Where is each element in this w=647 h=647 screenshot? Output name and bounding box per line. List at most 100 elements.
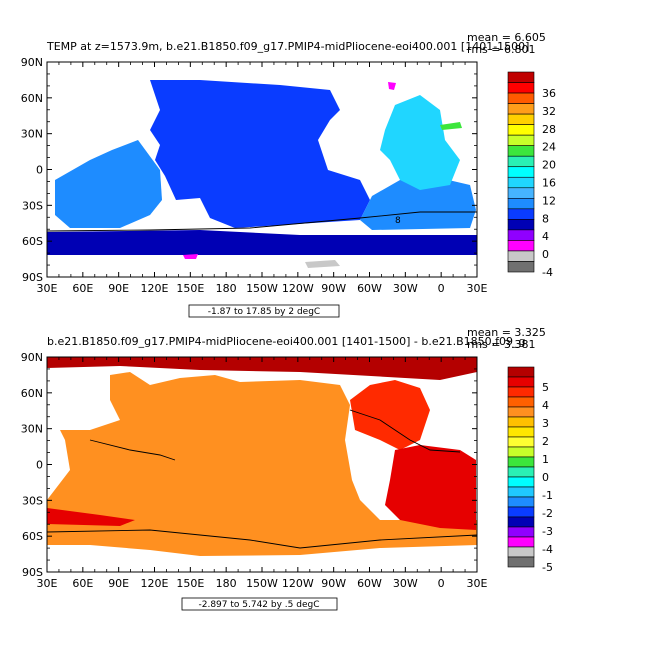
colorbar-label: 36 [542, 87, 556, 100]
y-tick-label: 30N [21, 128, 43, 141]
y-tick-label: 30S [22, 199, 43, 212]
colorbar-label: 3 [542, 417, 549, 430]
panel-1-region-ross-patch [183, 254, 198, 259]
colorbar-box [507, 376, 535, 388]
x-tick-label: 30E [467, 282, 488, 295]
x-tick-label: 30E [37, 577, 58, 590]
x-tick-label: 150W [246, 577, 278, 590]
panel-2-ticks [46, 356, 478, 573]
panel-2-region-west-streak [47, 508, 135, 526]
colorbar-box [507, 556, 535, 568]
x-tick-label: 30W [393, 577, 418, 590]
y-tick-label: 60S [22, 235, 43, 248]
colorbar-box [507, 476, 535, 488]
x-tick-label: 120E [141, 282, 169, 295]
colorbar-box [507, 416, 535, 428]
colorbar-box [507, 229, 535, 241]
colorbar-label: 5 [542, 381, 549, 394]
colorbar-label: 16 [542, 177, 556, 190]
colorbar-box [507, 240, 535, 252]
colorbar-box [507, 187, 535, 199]
x-tick-label: 30E [37, 282, 58, 295]
panel-1-colorbar: 36 32 28 24 20 16 12 8 4 0 -4 [507, 71, 556, 279]
x-tick-label: 150E [176, 282, 204, 295]
x-tick-label: 30E [467, 577, 488, 590]
y-tick-label: 60S [22, 530, 43, 543]
colorbar-label: -3 [542, 525, 553, 538]
colorbar-box [507, 406, 535, 418]
colorbar-box [507, 396, 535, 408]
x-tick-label: 30W [393, 282, 418, 295]
panel-1-x-axis: 30E 60E 90E 120E 150E 180 150W 120W 90W 60W 30W 0 30… [37, 282, 488, 295]
panel-1-contour [46, 211, 477, 232]
colorbar-label: 0 [542, 471, 549, 484]
y-tick-label: 90N [21, 56, 43, 69]
panel-2-contour-box [181, 597, 338, 611]
panel-2-region-south-atlantic [385, 445, 476, 530]
colorbar-box [507, 486, 535, 498]
colorbar-label: -5 [542, 561, 553, 574]
panel-2: b.e21.B1850.f09_g17.PMIP4-midPliocene-eo… [21, 326, 553, 611]
colorbar-label: 28 [542, 123, 556, 136]
x-tick-label: 90E [108, 577, 129, 590]
colorbar-box [507, 426, 535, 438]
colorbar-box [507, 198, 535, 210]
colorbar-box [507, 386, 535, 398]
panel-2-region-main-ocean [47, 372, 477, 556]
colorbar-box [507, 82, 535, 94]
colorbar-box [507, 124, 535, 136]
colorbar-box [507, 166, 535, 178]
colorbar-label: 12 [542, 194, 556, 207]
colorbar-label: 32 [542, 105, 556, 118]
y-tick-label: 30N [21, 423, 43, 436]
colorbar-box [507, 134, 535, 146]
colorbar-box [507, 446, 535, 458]
panel-1-region-antarctic-margin [305, 260, 340, 268]
colorbar-box [507, 113, 535, 125]
x-tick-label: 90W [321, 282, 346, 295]
colorbar-label: 24 [542, 141, 556, 154]
panel-1-region-indian [55, 140, 162, 228]
colorbar-box [507, 506, 535, 518]
y-tick-label: 60N [21, 387, 43, 400]
panel-1-title: TEMP at z=1573.9m, b.e21.B1850.f09_g17.P… [46, 40, 529, 53]
x-tick-label: 180 [216, 577, 237, 590]
panel-1: TEMP at z=1573.9m, b.e21.B1850.f09_g17.P… [21, 31, 556, 318]
panel-1-contour-box [188, 304, 340, 318]
x-tick-label: 120E [141, 577, 169, 590]
panel-2-map [46, 356, 478, 573]
colorbar-label: 8 [542, 212, 549, 225]
panel-1-ticks [46, 61, 478, 278]
colorbar-box [507, 436, 535, 448]
panel-1-region-pacific [150, 80, 370, 228]
colorbar-box [507, 71, 535, 83]
y-tick-label: 0 [36, 164, 43, 177]
panel-1-region-arctic-patch [388, 82, 396, 90]
y-tick-label: 30S [22, 494, 43, 507]
y-tick-label: 60N [21, 92, 43, 105]
colorbar-box [507, 103, 535, 115]
panel-2-region-arctic [47, 357, 477, 380]
colorbar-label: 20 [542, 159, 556, 172]
panel-2-x-axis: 30E 60E 90E 120E 150E 180 150W 120W 90W 60W 30W 0 30… [37, 577, 488, 590]
y-tick-label: 0 [36, 459, 43, 472]
colorbar-box [507, 208, 535, 220]
x-tick-label: 120W [282, 282, 314, 295]
colorbar-box [507, 145, 535, 157]
colorbar-box [507, 366, 535, 378]
colorbar-label: -2 [542, 507, 553, 520]
colorbar-box [507, 250, 535, 262]
colorbar-label: 4 [542, 399, 549, 412]
x-tick-label: 90W [321, 577, 346, 590]
panel-2-contour-1 [46, 529, 478, 549]
x-tick-label: 90E [108, 282, 129, 295]
colorbar-label: 0 [542, 248, 549, 261]
panel-1-y-axis: 90N 60N 30N 0 30S 60S 90S [21, 56, 43, 284]
colorbar-box [507, 536, 535, 548]
panel-1-region-arctic-patch-2 [440, 122, 462, 130]
panel-2-contour-3 [89, 439, 176, 461]
colorbar-box [507, 219, 535, 231]
colorbar-label: -4 [542, 543, 553, 556]
colorbar-box [507, 516, 535, 528]
